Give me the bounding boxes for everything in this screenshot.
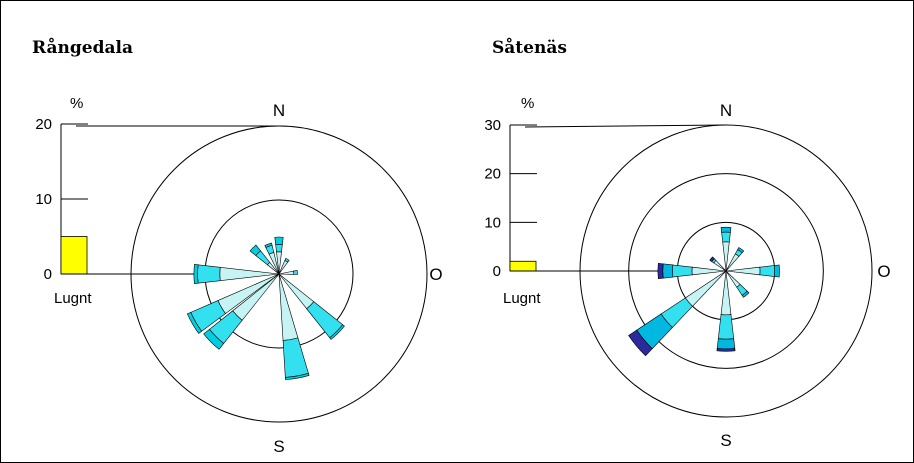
- scale-tick-label: 30: [484, 117, 501, 134]
- calm-label: Lugnt: [503, 290, 541, 307]
- rose-wedge: [662, 263, 674, 279]
- direction-label-south: S: [720, 431, 731, 450]
- rose-wedge: [685, 270, 727, 307]
- rose-wedge: [293, 269, 298, 275]
- rose-wedge: [657, 262, 664, 280]
- rose-wedge: [284, 257, 290, 263]
- rose-wedge: [285, 372, 310, 380]
- rose-wedge: [737, 247, 745, 254]
- rose-wedge: [716, 348, 736, 352]
- direction-label-north: N: [720, 101, 732, 120]
- unit-label: %: [70, 95, 83, 112]
- rose-wedge: [716, 338, 736, 350]
- calm-label: Lugnt: [54, 290, 92, 307]
- rose-wedge: [275, 244, 283, 253]
- rose-wedge: [713, 259, 727, 272]
- rose-wedge: [721, 231, 731, 243]
- rose-wedge: [274, 236, 284, 245]
- rose-ring: [130, 125, 428, 423]
- rose-wedge: [741, 290, 750, 298]
- rose-wedge: [203, 328, 225, 350]
- chart-title: Rångedala: [32, 37, 133, 58]
- direction-label-east: O: [429, 265, 442, 284]
- scale-tick-label: 0: [493, 263, 501, 280]
- rose-wedge: [720, 226, 732, 233]
- rose-wedge: [197, 264, 221, 284]
- calm-bar: [509, 260, 537, 272]
- rose-wedge: [278, 270, 295, 275]
- direction-label-east: O: [877, 262, 890, 281]
- rose-wedge: [193, 264, 199, 284]
- rose-ring: [579, 124, 873, 418]
- rose-wedge: [186, 311, 203, 334]
- calm-bar: [60, 236, 88, 275]
- rose-wedge: [774, 264, 780, 278]
- direction-label-north: N: [273, 101, 285, 120]
- rose-wedge: [264, 242, 273, 248]
- rose-wedge: [759, 265, 775, 277]
- scale-tick-label: 20: [484, 166, 501, 183]
- rose-wedge: [717, 314, 735, 340]
- rose-wedge: [720, 270, 732, 316]
- scale-connector-top: [524, 124, 727, 128]
- rose-wedge: [725, 266, 761, 276]
- rose-wedge: [628, 329, 653, 357]
- rose-wedge: [329, 324, 345, 340]
- rose-wedge: [249, 244, 261, 256]
- scale-tick-label: 0: [44, 266, 52, 283]
- rose-wedge: [725, 270, 741, 288]
- rose-wedge: [672, 264, 693, 278]
- rose-wedge: [709, 256, 715, 263]
- rose-wedge: [691, 266, 727, 276]
- wind-rose-0: Rångedala 0 10 20% Lugnt N S O: [32, 37, 443, 456]
- wind-rose-1: Såtenäs 0 10 20 30% Lugnt N S O: [484, 37, 890, 450]
- rose-ring: [628, 173, 824, 369]
- scale-tick-label: 10: [484, 214, 501, 231]
- direction-label-south: S: [273, 437, 284, 456]
- scale-tick-label: 20: [35, 116, 52, 133]
- chart-title: Såtenäs: [492, 37, 567, 58]
- scale-tick-label: 10: [35, 191, 52, 208]
- unit-label: %: [521, 95, 534, 112]
